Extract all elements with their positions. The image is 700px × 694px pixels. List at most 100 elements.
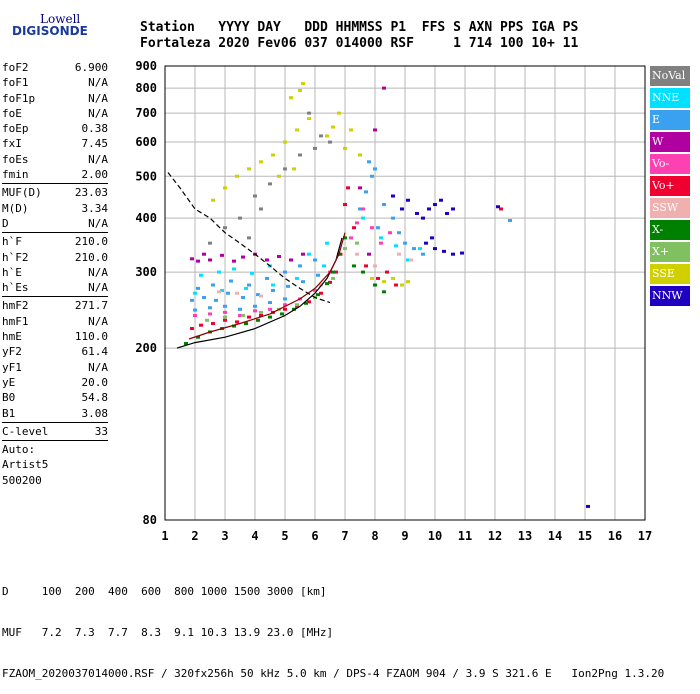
param-row: hmF1 N/A <box>2 314 108 329</box>
param-value: N/A <box>88 76 108 90</box>
y-tick-label: 800 <box>135 81 157 95</box>
data-point <box>316 273 320 277</box>
data-point <box>232 267 236 271</box>
param-value: 3.34 <box>81 201 109 215</box>
data-point <box>229 279 233 283</box>
data-point <box>232 324 236 328</box>
data-point <box>394 244 398 248</box>
param-row: yE 20.0 <box>2 375 108 390</box>
data-point <box>241 295 245 299</box>
param-name: h`F2 <box>2 250 29 264</box>
data-point <box>247 283 251 287</box>
data-point <box>427 207 431 211</box>
data-point <box>193 308 197 312</box>
panel-separator <box>2 232 108 234</box>
data-point <box>217 270 221 274</box>
data-point <box>238 216 242 220</box>
data-point <box>280 312 284 316</box>
legend: NoVal NNE E W Vo- Vo+ SSW X- X+ SSE NNW <box>650 66 690 308</box>
data-point <box>259 313 263 317</box>
data-point <box>508 218 512 222</box>
data-point <box>325 134 329 138</box>
data-point <box>370 276 374 280</box>
x-tick-label: 6 <box>311 529 318 543</box>
data-point <box>343 203 347 207</box>
data-point <box>196 286 200 290</box>
data-point <box>223 310 227 314</box>
footer-file-info: FZAOM_2020037014000.RSF / 320fx256h 50 k… <box>2 667 665 680</box>
x-tick-label: 7 <box>341 529 348 543</box>
data-point <box>409 258 413 262</box>
legend-item: X+ <box>650 242 690 262</box>
param-row: hmF2 271.7 <box>2 298 108 313</box>
data-point <box>253 309 257 313</box>
header-line-2: Fortaleza 2020 Fev06 037 014000 RSF 1 71… <box>140 36 579 51</box>
data-point <box>358 207 362 211</box>
data-point <box>208 241 212 245</box>
data-point <box>373 167 377 171</box>
param-row: hmE 110.0 <box>2 329 108 344</box>
data-point <box>211 283 215 287</box>
data-point <box>289 96 293 100</box>
data-point <box>370 174 374 178</box>
data-point <box>349 236 353 240</box>
data-point <box>391 276 395 280</box>
param-name: foF1p <box>2 91 36 105</box>
legend-item: W <box>650 132 690 152</box>
data-point <box>196 335 200 339</box>
param-value: 2.00 <box>81 168 109 182</box>
y-tick-label: 500 <box>135 169 157 183</box>
param-name: h`F <box>2 235 22 249</box>
param-row: h`E N/A <box>2 265 108 280</box>
param-value: 3.08 <box>81 406 109 420</box>
data-point <box>211 198 215 202</box>
param-name: C-level <box>2 424 49 438</box>
data-point <box>298 264 302 268</box>
data-point <box>250 271 254 275</box>
data-point <box>433 203 437 207</box>
parameter-panel: foF2 6.900 foF1 N/A foF1p N/A foE N/A foEp 0.38 fx… <box>2 60 108 488</box>
data-point <box>223 186 227 190</box>
param-name: D <box>2 216 9 230</box>
data-point <box>238 313 242 317</box>
data-point <box>268 315 272 319</box>
data-point <box>343 236 347 240</box>
y-tick-label: 300 <box>135 265 157 279</box>
param-name: foF1 <box>2 76 29 90</box>
data-point <box>382 203 386 207</box>
y-tick-label: 80 <box>143 513 157 527</box>
x-tick-label: 4 <box>251 529 258 543</box>
data-point <box>421 216 425 220</box>
param-value: 271.7 <box>74 299 108 313</box>
data-point <box>286 284 290 288</box>
y-tick-label: 600 <box>135 135 157 149</box>
data-point <box>223 304 227 308</box>
param-value: 0.38 <box>81 122 109 136</box>
x-tick-label: 5 <box>281 529 288 543</box>
param-value: 33 <box>94 424 108 438</box>
data-point <box>295 303 299 307</box>
data-point <box>397 252 401 256</box>
data-point <box>376 276 380 280</box>
data-point <box>244 286 248 290</box>
data-point <box>307 252 311 256</box>
y-tick-label: 400 <box>135 211 157 225</box>
data-point <box>586 504 590 508</box>
data-point <box>346 186 350 190</box>
data-point <box>232 259 236 263</box>
data-point <box>307 111 311 115</box>
panel-separator <box>2 183 108 185</box>
param-value: N/A <box>88 216 108 230</box>
data-point <box>373 264 377 268</box>
header-line-1: Station YYYY DAY DDD HHMMSS P1 FFS S AXN… <box>140 20 579 35</box>
y-tick-label: 200 <box>135 341 157 355</box>
data-point <box>283 307 287 311</box>
data-point <box>238 307 242 311</box>
data-point <box>205 318 209 322</box>
data-point <box>400 283 404 287</box>
data-point <box>361 270 365 274</box>
param-value: N/A <box>88 360 108 374</box>
data-point <box>319 291 323 295</box>
data-point <box>277 254 281 258</box>
plot-frame <box>164 65 646 521</box>
